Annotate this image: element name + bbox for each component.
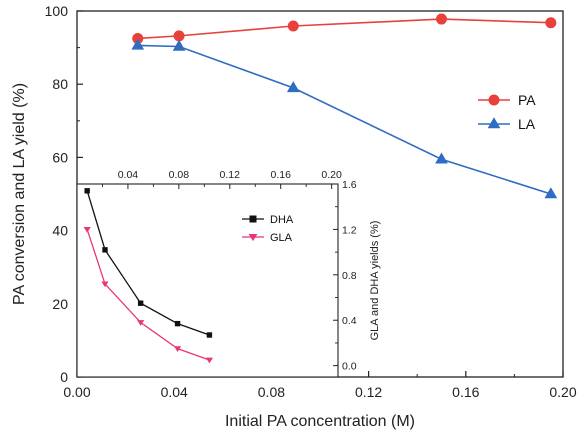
legend-marker-la xyxy=(487,117,501,129)
inset-x-tick-label: 0.04 xyxy=(118,169,139,181)
data-point-la xyxy=(172,39,186,51)
inset-y-axis-label: GLA and DHA yields (%) xyxy=(369,221,381,341)
y-tick-label: 20 xyxy=(52,296,68,312)
inset-data-point-dha xyxy=(174,320,181,327)
x-tick-label: 0.16 xyxy=(452,384,479,400)
inset-x-tick-label: 0.20 xyxy=(321,169,342,181)
inset-data-point-gla xyxy=(173,346,182,352)
inset-x-tick-label: 0.12 xyxy=(220,169,241,181)
x-tick-label: 0.12 xyxy=(355,384,382,400)
x-tick-label: 0.08 xyxy=(258,384,285,400)
series-line-pa xyxy=(137,18,551,40)
inset-legend-marker-dha xyxy=(249,215,257,223)
inset-data-point-dha xyxy=(84,188,90,194)
y-tick-label: 40 xyxy=(52,223,68,239)
y-tick-label: 0 xyxy=(60,369,68,385)
data-point-pa xyxy=(287,20,299,32)
data-point-pa xyxy=(545,17,557,29)
inset-data-point-gla xyxy=(101,281,109,288)
inset-y-tick-label: 1.6 xyxy=(342,179,357,191)
x-tick-label: 0.20 xyxy=(549,384,576,400)
inset-legend-label-dha: DHA xyxy=(270,214,294,226)
y-tick-label: 80 xyxy=(52,76,68,92)
inset-data-point-gla xyxy=(205,357,214,364)
inset-y-tick-label: 1.2 xyxy=(342,224,357,236)
series-line-la xyxy=(137,44,552,195)
y-axis-label: PA conversion and LA yield (%) xyxy=(11,83,28,305)
data-point-la xyxy=(435,152,448,164)
y-tick-label: 100 xyxy=(45,3,69,19)
data-point-pa xyxy=(173,30,185,42)
data-point-la xyxy=(286,81,300,93)
data-point-pa xyxy=(436,13,447,25)
inset-data-point-dha xyxy=(102,247,108,253)
data-point-la xyxy=(544,187,558,199)
inset-data-point-gla xyxy=(83,227,91,233)
inset-legend-label-gla: GLA xyxy=(270,232,293,244)
inset-data-point-dha xyxy=(206,332,213,338)
inset-y-tick-label: 0.0 xyxy=(342,361,357,373)
legend-label-la: LA xyxy=(518,116,536,132)
inset-y-tick-label: 0.8 xyxy=(342,270,357,282)
data-point-la xyxy=(131,38,145,50)
inset-data-point-dha xyxy=(137,300,144,306)
y-tick-label: 60 xyxy=(52,149,68,165)
legend-label-pa: PA xyxy=(518,92,536,108)
inset-data-point-gla xyxy=(137,320,145,326)
inset-legend-marker-gla xyxy=(248,234,258,242)
inset-x-tick-label: 0.08 xyxy=(169,169,190,181)
inset-plot-frame xyxy=(76,183,339,378)
inset-y-tick-label: 0.4 xyxy=(342,315,357,327)
x-tick-label: 0.04 xyxy=(161,384,188,400)
x-axis-label: Initial PA concentration (M) xyxy=(225,413,415,430)
x-tick-label: 0.00 xyxy=(63,384,90,400)
inset-x-tick-label: 0.16 xyxy=(270,169,291,181)
legend-marker-pa xyxy=(488,94,500,106)
